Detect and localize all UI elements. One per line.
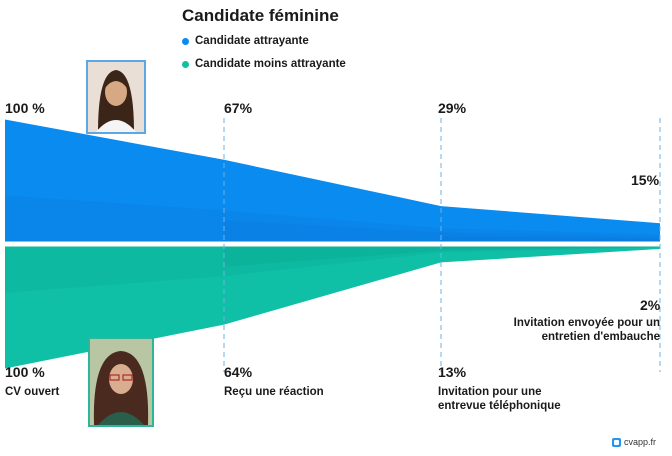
brand-text: cvapp.fr	[624, 437, 657, 447]
label-attractive-stage3: 29%	[438, 100, 467, 116]
woman-portrait-icon	[86, 60, 146, 134]
stage-label-job-interview-l2: entretien d'embauche	[541, 331, 660, 343]
legend-label-attractive: Candidate attrayante	[195, 35, 309, 47]
label-less-stage4: 2%	[640, 297, 661, 313]
legend-item-attractive: Candidate attrayante	[182, 35, 309, 47]
label-less-stage3: 13%	[438, 364, 467, 380]
legend-item-less-attractive: Candidate moins attrayante	[182, 58, 346, 70]
stage-label-phone-interview-l1: Invitation pour une	[438, 386, 542, 398]
legend-dot-green	[182, 60, 189, 68]
area-depth-band-1	[5, 195, 660, 242]
woman-portrait-icon-bottom	[88, 337, 154, 427]
label-less-stage2: 64%	[224, 364, 253, 380]
area-depth-band-green-2	[224, 246, 660, 267]
brand-mark: cvapp.fr	[612, 437, 656, 447]
area-depth-band-2	[224, 220, 660, 242]
stage-label-reaction: Reçu une réaction	[224, 386, 324, 398]
label-less-stage1: 100 %	[5, 364, 45, 380]
label-attractive-stage1: 100 %	[5, 100, 45, 116]
cvapp-logo-icon	[612, 437, 621, 447]
chart-title: Candidate féminine	[182, 6, 339, 25]
stage-label-cv-opened: CV ouvert	[5, 386, 60, 398]
area-depth-band-green-1	[5, 246, 660, 293]
series-area-attractive	[5, 119, 660, 242]
stage-label-job-interview: Invitation envoyée pour un entretien d'e…	[514, 316, 660, 344]
area-depth-band-3	[441, 236, 660, 242]
legend-label-less-attractive: Candidate moins attrayante	[195, 58, 346, 70]
stage-label-phone-interview-l2: entrevue téléphonique	[438, 400, 561, 412]
legend-dot-blue	[182, 37, 189, 45]
label-attractive-stage4: 15%	[631, 172, 660, 188]
area-depth-band-green-3	[441, 246, 660, 249]
stage-label-phone-interview: Invitation pour une entrevue téléphoniqu…	[438, 385, 561, 413]
label-attractive-stage2: 67%	[224, 100, 253, 116]
series-area-less-attractive	[5, 246, 660, 369]
stage-label-job-interview-l1: Invitation envoyée pour un	[513, 317, 660, 329]
